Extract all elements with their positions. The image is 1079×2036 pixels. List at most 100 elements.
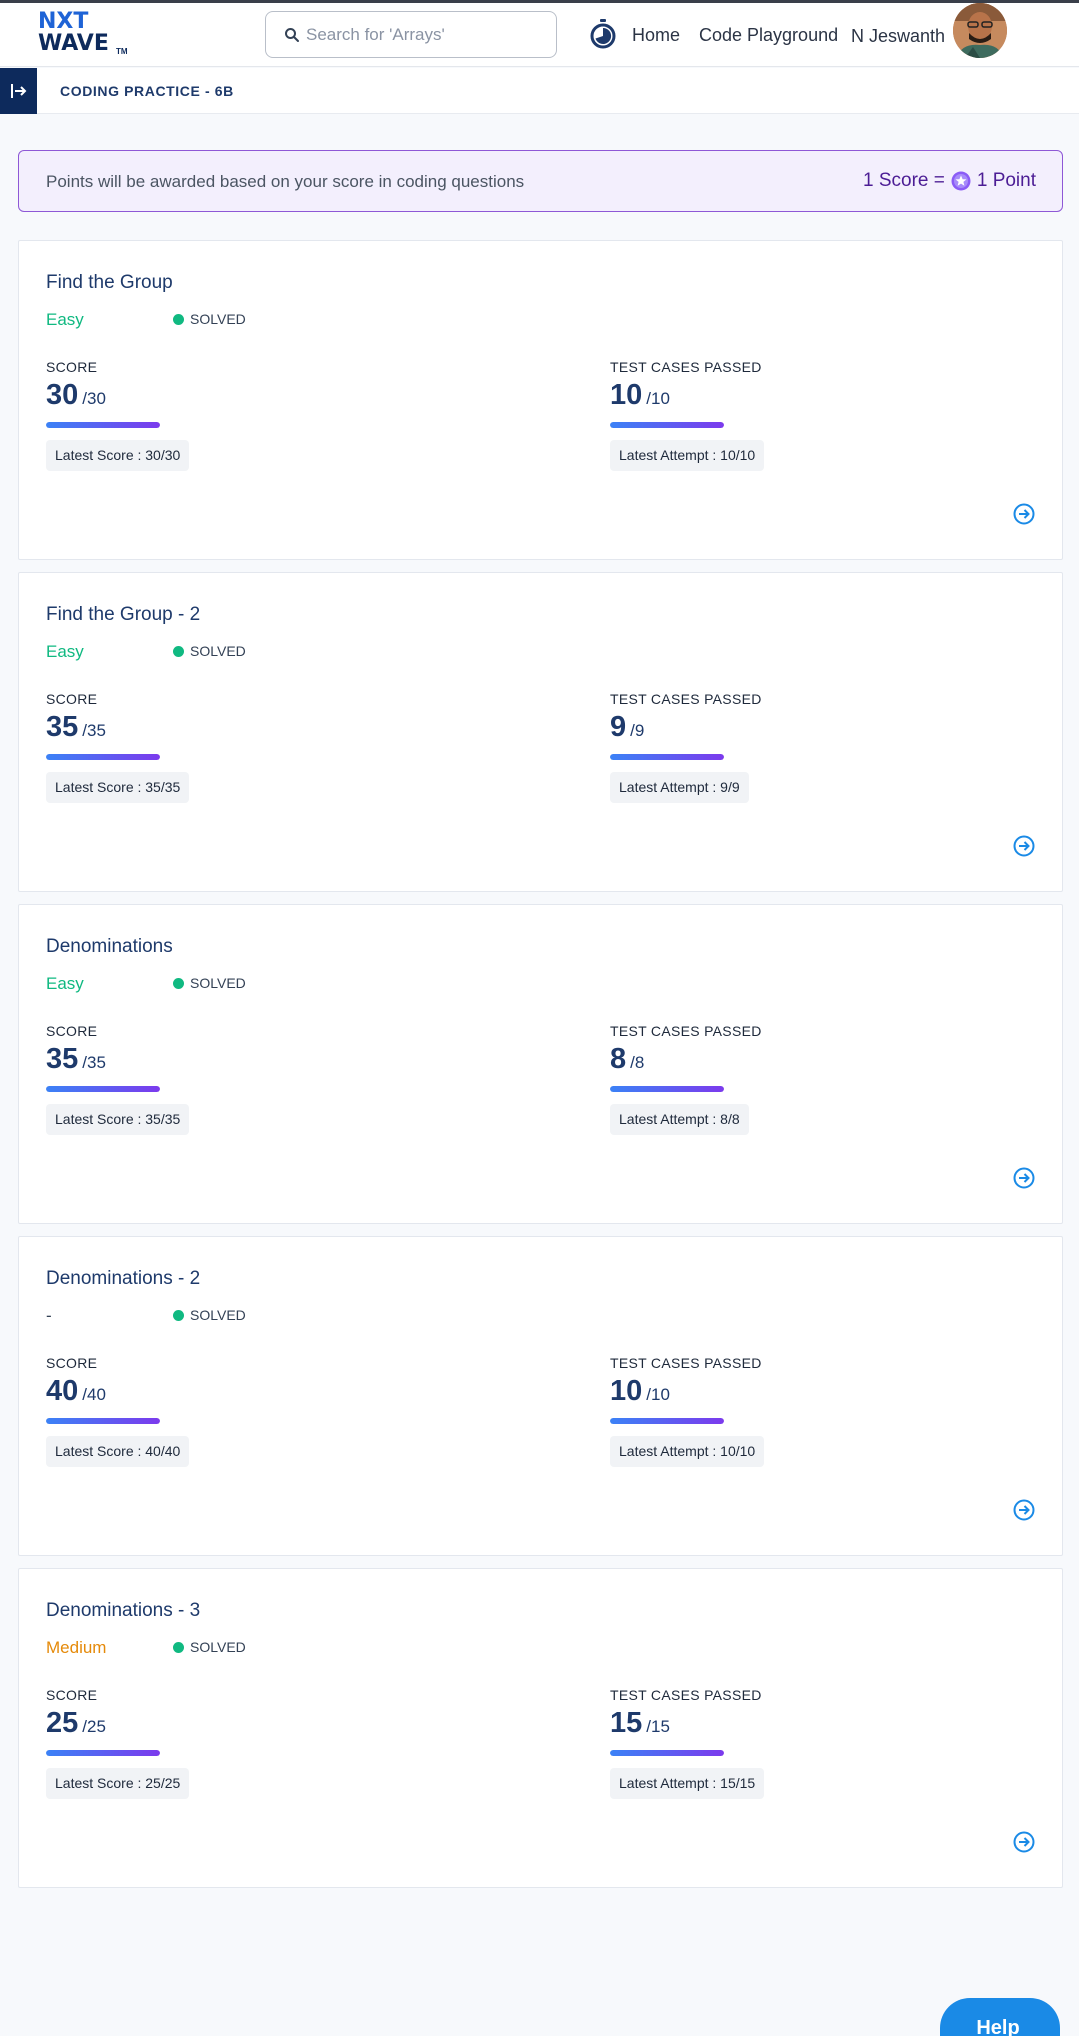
search-box xyxy=(265,11,557,58)
question-title[interactable]: Find the Group xyxy=(46,272,173,293)
status-badge: SOLVED xyxy=(173,311,246,327)
arrow-circle-right-icon[interactable] xyxy=(1013,503,1035,525)
question-card-denominations[interactable]: Denominations Easy SOLVED SCORE 35 /35 L… xyxy=(18,904,1063,1224)
solved-dot-icon xyxy=(173,1309,184,1321)
search-input[interactable] xyxy=(306,22,546,48)
arrow-circle-right-icon[interactable] xyxy=(1013,1831,1035,1853)
status-badge: SOLVED xyxy=(173,643,246,659)
status-text: SOLVED xyxy=(190,975,246,991)
test-cases-total: /15 xyxy=(646,1717,670,1736)
question-card-denominations-2[interactable]: Denominations - 2 - SOLVED SCORE 40 /40 … xyxy=(18,1236,1063,1556)
test-cases-progress-fill xyxy=(610,754,724,760)
solved-dot-icon xyxy=(173,313,184,325)
score-progress-fill xyxy=(46,422,160,428)
nav-home-link[interactable]: Home xyxy=(632,25,681,45)
status-badge: SOLVED xyxy=(173,1639,246,1655)
test-cases-value: 9 xyxy=(610,711,627,743)
score-label: SCORE xyxy=(46,1355,98,1371)
score-total: /40 xyxy=(82,1385,106,1404)
test-cases-metric: TEST CASES PASSED 10 /10 Latest Attempt … xyxy=(610,359,1010,479)
test-cases-progress-fill xyxy=(610,422,724,428)
difficulty-label: Easy xyxy=(46,642,84,661)
test-cases-value: 10 xyxy=(610,1375,643,1407)
latest-attempt-chip: Latest Attempt : 10/10 xyxy=(610,440,765,471)
solved-dot-icon xyxy=(173,1641,184,1653)
status-badge: SOLVED xyxy=(173,975,246,991)
score-value: 35 xyxy=(46,1043,79,1075)
latest-score-chip: Latest Score : 40/40 xyxy=(46,1436,190,1467)
arrow-circle-right-icon[interactable] xyxy=(1013,835,1035,857)
solved-dot-icon xyxy=(173,645,184,657)
test-cases-label: TEST CASES PASSED xyxy=(610,691,762,707)
test-cases-total: /10 xyxy=(646,389,670,408)
test-cases-value: 10 xyxy=(610,379,643,411)
question-title[interactable]: Denominations - 3 xyxy=(46,1600,201,1621)
latest-score-chip: Latest Score : 35/35 xyxy=(46,1104,190,1135)
help-button[interactable]: Help xyxy=(940,1998,1060,2036)
score-progress-bar xyxy=(46,422,160,428)
status-badge: SOLVED xyxy=(173,1307,246,1323)
question-card-find-the-group[interactable]: Find the Group Easy SOLVED SCORE 30 /30 … xyxy=(18,240,1063,560)
points-info-banner: Points will be awarded based on your sco… xyxy=(18,150,1063,212)
user-name[interactable]: N Jeswanth xyxy=(851,26,946,46)
latest-attempt-chip: Latest Attempt : 15/15 xyxy=(610,1768,765,1799)
score-progress-bar xyxy=(46,754,160,760)
latest-attempt-chip: Latest Attempt : 10/10 xyxy=(610,1436,765,1467)
difficulty-label: Easy xyxy=(46,974,84,993)
score-label: SCORE xyxy=(46,1023,98,1039)
score-label: SCORE xyxy=(46,691,98,707)
score-progress-bar xyxy=(46,1086,160,1092)
test-cases-value: 15 xyxy=(610,1707,643,1739)
score-metric: SCORE 30 /30 Latest Score : 30/30 xyxy=(46,359,446,479)
nav-code-playground-link[interactable]: Code Playground xyxy=(699,25,839,45)
avatar[interactable] xyxy=(953,3,1007,58)
score-label: SCORE xyxy=(46,359,98,375)
arrow-circle-right-icon[interactable] xyxy=(1013,1167,1035,1189)
page-title: CODING PRACTICE - 6B xyxy=(60,83,234,99)
points-rate: 1 Score = 1 Point xyxy=(863,170,1036,192)
status-text: SOLVED xyxy=(190,1639,246,1655)
test-cases-label: TEST CASES PASSED xyxy=(610,359,762,375)
question-card-find-the-group-2[interactable]: Find the Group - 2 Easy SOLVED SCORE 35 … xyxy=(18,572,1063,892)
test-cases-progress-bar xyxy=(610,1086,724,1092)
test-cases-metric: TEST CASES PASSED 8 /8 Latest Attempt : … xyxy=(610,1023,1010,1143)
test-cases-label: TEST CASES PASSED xyxy=(610,1023,762,1039)
star-coin-icon xyxy=(951,171,971,191)
difficulty-label: Easy xyxy=(46,310,84,329)
stopwatch-icon[interactable] xyxy=(589,18,617,50)
test-cases-progress-bar xyxy=(610,1418,724,1424)
test-cases-total: /10 xyxy=(646,1385,670,1404)
question-title[interactable]: Denominations xyxy=(46,936,173,957)
latest-score-chip: Latest Score : 25/25 xyxy=(46,1768,190,1799)
latest-attempt-chip: Latest Attempt : 9/9 xyxy=(610,772,749,803)
test-cases-total: /9 xyxy=(630,721,645,740)
test-cases-progress-bar xyxy=(610,1750,724,1756)
nxtwave-logo[interactable]: NXT WAVE TM xyxy=(38,9,138,59)
logo-line-2: WAVE xyxy=(38,31,109,56)
score-value: 40 xyxy=(46,1375,79,1407)
logo-line-1: NXT xyxy=(38,9,89,34)
test-cases-label: TEST CASES PASSED xyxy=(610,1355,762,1371)
status-text: SOLVED xyxy=(190,643,246,659)
score-total: /35 xyxy=(82,1053,106,1072)
test-cases-value: 8 xyxy=(610,1043,627,1075)
question-card-denominations-3[interactable]: Denominations - 3 Medium SOLVED SCORE 25… xyxy=(18,1568,1063,1888)
sidebar-toggle-button[interactable] xyxy=(0,68,37,114)
test-cases-progress-fill xyxy=(610,1086,724,1092)
test-cases-total: /8 xyxy=(630,1053,645,1072)
test-cases-progress-fill xyxy=(610,1750,724,1756)
test-cases-label: TEST CASES PASSED xyxy=(610,1687,762,1703)
solved-dot-icon xyxy=(173,977,184,989)
score-progress-fill xyxy=(46,754,160,760)
score-value: 25 xyxy=(46,1707,79,1739)
score-progress-bar xyxy=(46,1418,160,1424)
window-top-line xyxy=(0,0,1079,3)
test-cases-metric: TEST CASES PASSED 9 /9 Latest Attempt : … xyxy=(610,691,1010,811)
score-progress-fill xyxy=(46,1086,160,1092)
arrow-circle-right-icon[interactable] xyxy=(1013,1499,1035,1521)
top-header: NXT WAVE TM Home Code Playground N Jeswa… xyxy=(0,3,1079,67)
logo-trademark: TM xyxy=(116,47,128,56)
question-title[interactable]: Find the Group - 2 xyxy=(46,604,201,625)
test-cases-progress-fill xyxy=(610,1418,724,1424)
question-title[interactable]: Denominations - 2 xyxy=(46,1268,201,1289)
